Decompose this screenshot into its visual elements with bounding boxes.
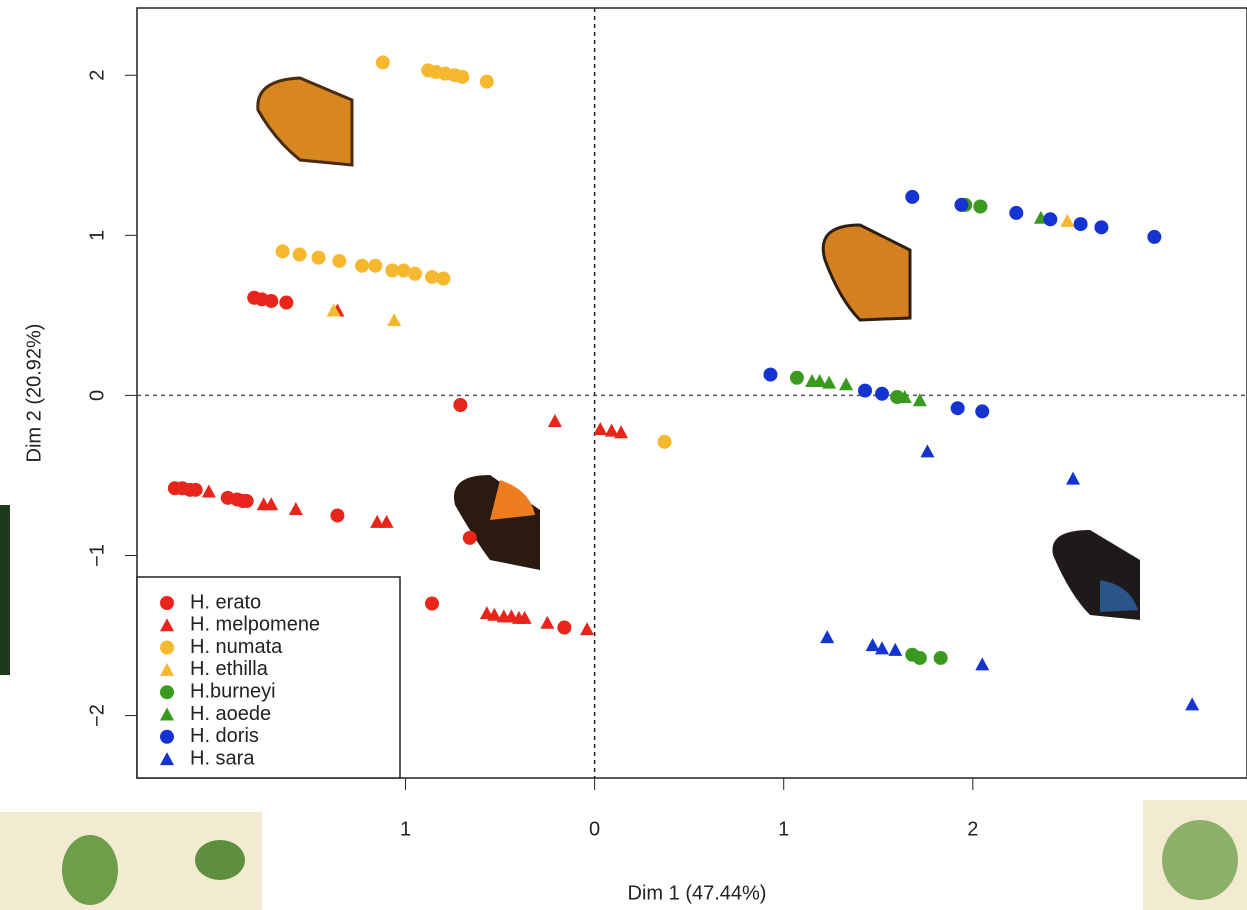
point <box>913 651 927 665</box>
point <box>790 371 804 385</box>
point <box>593 422 607 435</box>
y-tick-label: 1 <box>86 230 108 241</box>
y-tick-label: 2 <box>86 70 108 81</box>
butterfly <box>823 225 910 320</box>
point <box>540 616 554 629</box>
point <box>934 651 948 665</box>
legend-label: H. erato <box>190 591 261 613</box>
point <box>975 657 989 670</box>
x-tick-label: 0 <box>589 818 600 840</box>
legend-label: H. ethilla <box>190 658 269 680</box>
legend-marker <box>160 596 174 610</box>
point <box>973 200 987 214</box>
chart: Dim 1 (47.44%) Dim 2 (20.92%) 1 0 1 2 −2 −1 0 1… <box>0 0 1247 910</box>
point <box>548 414 562 427</box>
plant-leaf <box>195 840 245 880</box>
point <box>355 259 369 273</box>
y-tick-label: −1 <box>86 544 108 567</box>
point <box>436 272 450 286</box>
point <box>1147 230 1161 244</box>
point <box>858 384 872 398</box>
y-tick-label: 0 <box>86 390 108 401</box>
point <box>1066 472 1080 485</box>
point <box>1060 214 1074 227</box>
point <box>293 248 307 262</box>
x-tick-label: 2 <box>967 818 978 840</box>
point <box>330 508 344 522</box>
point <box>1009 206 1023 220</box>
point <box>240 494 254 508</box>
point <box>975 404 989 418</box>
point <box>289 502 303 515</box>
point <box>888 643 902 656</box>
point <box>425 597 439 611</box>
point <box>380 515 394 528</box>
point <box>1185 697 1199 710</box>
point <box>332 254 346 268</box>
plant-leaf <box>1162 820 1238 900</box>
x-axis-label: Dim 1 (47.44%) <box>628 882 767 904</box>
point <box>312 251 326 265</box>
legend-marker <box>160 641 174 655</box>
point <box>1043 212 1057 226</box>
point <box>954 198 968 212</box>
point <box>368 259 382 273</box>
point <box>905 190 919 204</box>
butterfly <box>454 475 540 570</box>
point <box>453 398 467 412</box>
point <box>279 296 293 310</box>
legend-label: H. melpomene <box>190 614 320 636</box>
point <box>276 244 290 258</box>
legend-label: H. aoede <box>190 703 271 725</box>
point <box>580 622 594 635</box>
point <box>557 621 571 635</box>
point <box>920 444 934 457</box>
y-tick-label: −2 <box>86 704 108 727</box>
point <box>763 368 777 382</box>
legend-box <box>137 577 400 778</box>
plant-leaf <box>62 835 118 905</box>
legend-label: H. doris <box>190 725 259 747</box>
point <box>614 425 628 438</box>
point <box>1094 220 1108 234</box>
leaf-photo <box>0 505 10 675</box>
point <box>463 531 477 545</box>
point <box>822 376 836 389</box>
y-axis-label: Dim 2 (20.92%) <box>23 324 45 463</box>
point <box>866 638 880 651</box>
point <box>202 484 216 497</box>
point <box>658 435 672 449</box>
legend-marker <box>160 730 174 744</box>
point <box>951 401 965 415</box>
butterfly <box>258 78 352 165</box>
point <box>264 294 278 308</box>
legend-label: H. sara <box>190 747 255 769</box>
point <box>387 313 401 326</box>
point <box>189 483 203 497</box>
legend-label: H. numata <box>190 636 283 658</box>
point <box>455 70 469 84</box>
legend-marker <box>160 685 174 699</box>
point <box>1074 217 1088 231</box>
point <box>820 630 834 643</box>
x-tick-label: 1 <box>778 818 789 840</box>
point <box>408 267 422 281</box>
point <box>376 55 390 69</box>
point <box>480 75 494 89</box>
x-tick-label: 1 <box>400 818 411 840</box>
point <box>839 377 853 390</box>
point <box>875 387 889 401</box>
legend-label: H.burneyi <box>190 680 276 702</box>
